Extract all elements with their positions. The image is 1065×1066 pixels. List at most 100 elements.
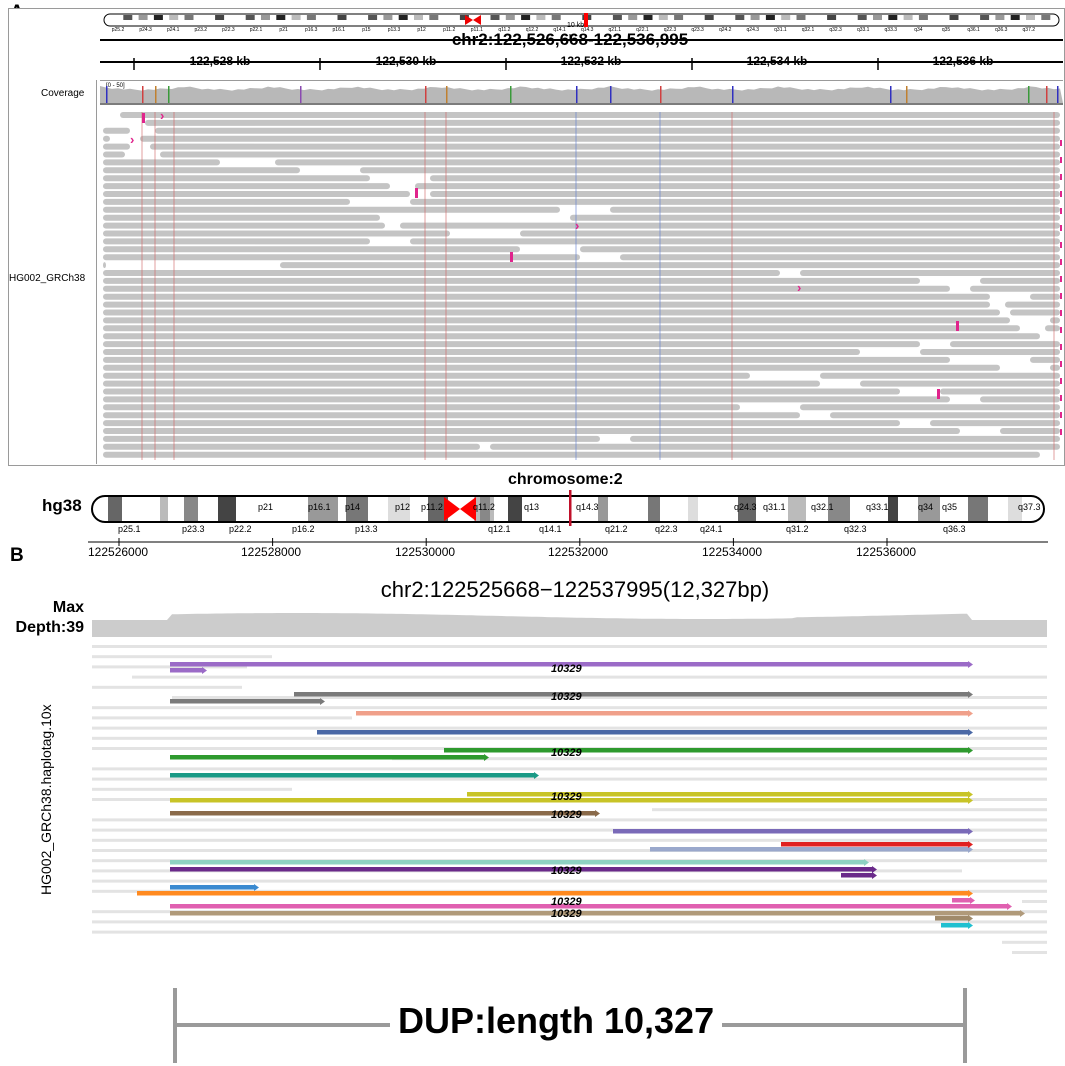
read	[103, 254, 580, 261]
ideogram-band	[704, 15, 714, 20]
edge-marker	[1060, 191, 1062, 197]
linked-read	[444, 748, 968, 753]
read	[415, 183, 1060, 190]
linked-reads	[137, 661, 1025, 929]
linked-read	[170, 867, 872, 872]
read	[970, 285, 1060, 292]
band-label: q24.3	[747, 27, 760, 33]
read-arrow	[872, 866, 877, 873]
igv-header	[100, 8, 1063, 81]
position-label: 122534000	[702, 545, 763, 559]
ideogram-band	[490, 15, 500, 20]
coverage-variant	[425, 86, 427, 103]
ideogram-band	[536, 15, 546, 20]
ideogram-band	[735, 15, 745, 20]
chromosome-band	[888, 497, 898, 521]
read	[360, 167, 1060, 174]
alignment-track-label[interactable]: HG002_GRCh38	[9, 273, 86, 284]
chromosome-band	[346, 497, 368, 521]
linked-read	[841, 873, 872, 878]
background-read	[132, 675, 1047, 679]
chromosome-ideogram[interactable]: p25.2 p24.3 p24.1 p23.2 p22.3 p22.1 p21 p16.3 p1…	[103, 13, 1060, 33]
read	[800, 270, 1060, 276]
read	[410, 238, 1060, 245]
region-title: chr2:122525668−122537995(12,327bp)	[380, 577, 770, 602]
clip-marker: ›	[160, 108, 164, 123]
read-arrow	[968, 841, 973, 848]
band-label: q32.3	[829, 27, 842, 33]
linked-read	[170, 773, 534, 778]
ideogram-band	[873, 15, 882, 20]
edge-marker	[1060, 327, 1062, 333]
ideogram-band	[796, 15, 806, 20]
band-label: q22.3	[655, 524, 678, 534]
band-label: q31.1	[763, 502, 786, 512]
ideogram-band	[276, 15, 286, 20]
linked-read	[317, 730, 968, 735]
genome-label: hg38	[42, 496, 82, 515]
insertion-markers: › › › ›	[130, 108, 1062, 435]
read-arrow	[534, 772, 539, 779]
background-read	[92, 920, 1047, 924]
background-read	[92, 726, 1047, 730]
centromere	[444, 497, 460, 521]
edge-marker	[1060, 293, 1062, 299]
linked-read	[356, 711, 968, 716]
ideogram-band	[980, 15, 990, 20]
ideogram-band	[153, 15, 163, 20]
ideogram-band	[781, 15, 791, 20]
read	[280, 262, 1060, 269]
coverage-variant	[510, 86, 512, 103]
ideogram-band	[995, 15, 1005, 20]
read	[1030, 356, 1060, 363]
read	[103, 222, 385, 229]
coverage-variant	[660, 86, 662, 103]
read	[430, 191, 1060, 197]
read-count-label: 10329	[551, 691, 582, 703]
read	[103, 198, 350, 205]
chromosome-band	[828, 497, 850, 521]
band-label: q14.3	[581, 27, 594, 33]
ideogram-band	[215, 15, 225, 20]
coverage-variant	[446, 86, 448, 103]
edge-marker	[1060, 344, 1062, 350]
read	[580, 246, 1060, 253]
ruler-label: 122,528 kb	[189, 54, 251, 68]
linked-read	[170, 668, 202, 673]
read	[103, 420, 900, 427]
band-label: p11.1	[471, 27, 483, 33]
band-label: q36.3	[943, 524, 966, 534]
ideogram-band	[199, 15, 209, 20]
read	[160, 151, 1060, 158]
read	[830, 412, 1060, 419]
read	[930, 420, 1060, 427]
locus-display[interactable]: chr2:122,526,668-122,536,995	[451, 30, 689, 49]
background-read	[92, 828, 1047, 832]
background-read	[92, 930, 1047, 934]
max-depth-line2: Depth:39	[15, 619, 84, 636]
ideogram-band	[352, 15, 362, 20]
read	[103, 167, 300, 174]
ideogram-band	[337, 15, 347, 20]
edge-marker	[1060, 225, 1062, 231]
igv-ideogram-ruler: p25.2 p24.3 p24.1 p23.2 p22.3 p22.1 p21 p16.3 p1…	[100, 13, 1063, 70]
read	[430, 175, 1060, 182]
alignment-view[interactable]: › › › ›	[100, 80, 1063, 464]
track-name-panel	[8, 80, 97, 464]
read	[103, 293, 990, 300]
ideogram-band	[230, 15, 240, 20]
coverage-variant	[142, 86, 144, 103]
linked-read	[781, 842, 968, 847]
ideogram-band	[551, 15, 561, 20]
read	[103, 396, 950, 403]
linked-read	[170, 811, 595, 816]
read	[820, 372, 1060, 379]
read	[103, 333, 1040, 340]
read-arrow	[968, 661, 973, 668]
read	[103, 214, 380, 221]
coverage-track-label[interactable]: Coverage	[41, 88, 85, 99]
ideogram-band	[1041, 15, 1051, 20]
chromosome-band	[968, 497, 988, 521]
read-arrow	[968, 890, 973, 897]
background-read	[92, 736, 1047, 740]
